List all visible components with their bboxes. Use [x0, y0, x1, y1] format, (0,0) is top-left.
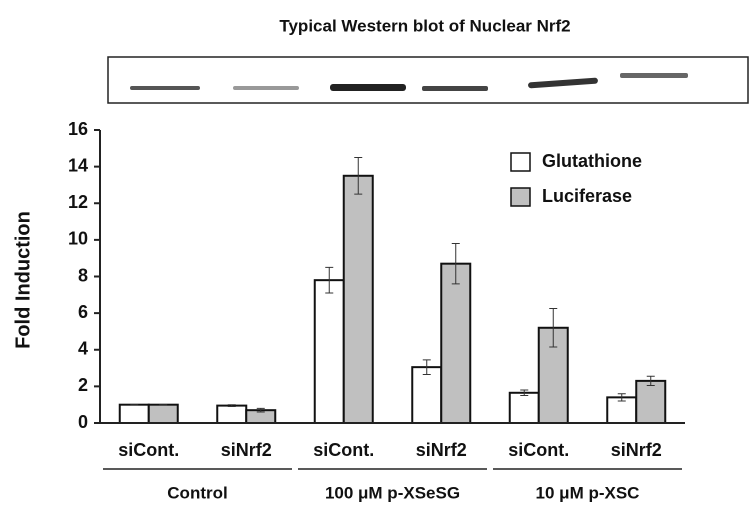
error-bar: [520, 389, 529, 397]
y-tick-label: 4: [78, 339, 88, 359]
y-tick-label: 10: [68, 229, 88, 249]
group-label: Control: [167, 483, 227, 502]
y-axis-label: Fold Induction: [12, 211, 34, 349]
bar: [118, 403, 150, 424]
y-tick-label: 12: [68, 192, 88, 212]
y-tick-label: 0: [78, 412, 88, 432]
y-tick-label: 6: [78, 302, 88, 322]
bar: [411, 366, 443, 425]
western-blot: [107, 56, 749, 104]
x-tick-label: siCont.: [118, 440, 179, 460]
x-tick-label: siNrf2: [416, 440, 467, 460]
legend-swatch: [510, 187, 531, 207]
error-bar: [617, 393, 626, 402]
bar: [147, 403, 179, 424]
error-bar: [422, 359, 431, 375]
x-tick-label: siNrf2: [611, 440, 662, 460]
x-tick-label: siCont.: [313, 440, 374, 460]
error-bar: [549, 308, 558, 348]
bar: [440, 262, 472, 424]
y-tick-label: 16: [68, 119, 88, 139]
x-tick-label: siCont.: [508, 440, 569, 460]
error-bar: [646, 375, 655, 386]
legend-label: Glutathione: [542, 151, 642, 171]
bar: [635, 379, 667, 425]
group-label: 100 μM p-XSeSG: [325, 483, 460, 502]
y-tick-label: 2: [78, 375, 88, 395]
error-bar: [256, 407, 265, 413]
legend-swatch: [510, 152, 531, 172]
error-bar: [451, 243, 460, 285]
bar: [342, 174, 374, 424]
error-bar: [354, 156, 363, 195]
chart-title: Typical Western blot of Nuclear Nrf2: [279, 16, 570, 35]
legend-label: Luciferase: [542, 186, 632, 206]
group-label: 10 μM p-XSC: [536, 483, 640, 502]
x-tick-label: siNrf2: [221, 440, 272, 460]
y-tick-label: 14: [68, 155, 88, 175]
y-tick-label: 8: [78, 265, 88, 285]
error-bar: [227, 404, 236, 408]
bar: [216, 404, 248, 424]
bar: [508, 391, 540, 424]
error-bar: [325, 266, 334, 294]
bar: [313, 279, 345, 424]
